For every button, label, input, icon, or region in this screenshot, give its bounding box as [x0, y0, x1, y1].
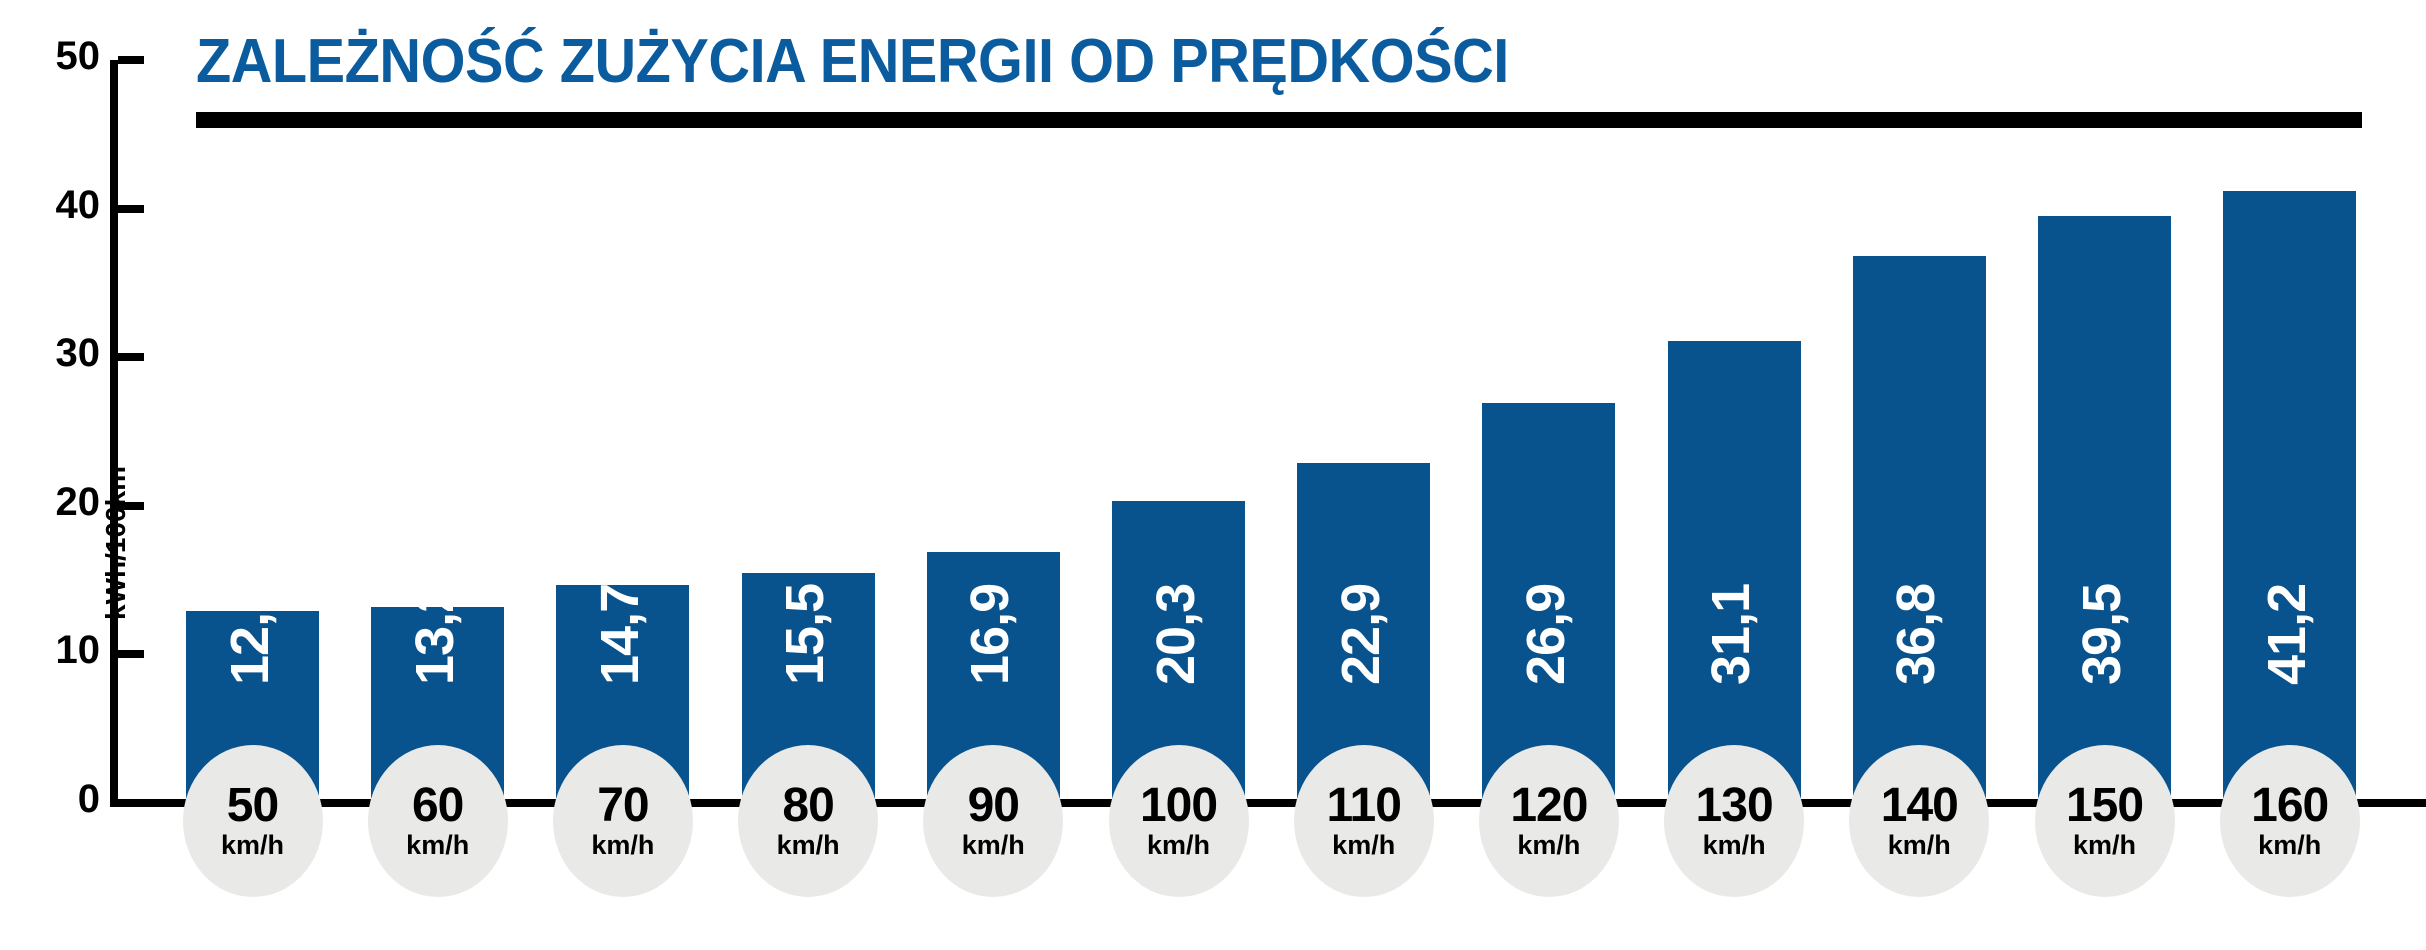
- y-axis-tick-label: 50: [55, 34, 101, 78]
- bar-value-label: 31,1: [1701, 583, 1762, 685]
- y-axis-tick: [118, 204, 144, 213]
- bubble-speed-value: 150: [2065, 778, 2144, 832]
- x-axis-speed-bubble[interactable]: 60 km/h: [367, 745, 508, 897]
- y-axis-tick: [118, 56, 144, 64]
- x-axis-speed-bubble[interactable]: 130 km/h: [1664, 745, 1805, 897]
- bubble-speed-value: 100: [1139, 778, 1218, 832]
- bubble-speed-unit: km/h: [1332, 829, 1396, 860]
- y-axis-tick-label: 20: [55, 479, 101, 524]
- bubble-speed-unit: km/h: [1702, 829, 1766, 860]
- y-axis-title: kWh/100km: [100, 465, 131, 620]
- bar[interactable]: 26,9: [1482, 403, 1616, 803]
- bar-value-label: 41,2: [2256, 583, 2317, 685]
- bubble-speed-value: 70: [597, 778, 649, 832]
- bubble-speed-value: 50: [226, 778, 279, 832]
- x-axis-speed-bubble[interactable]: 140 km/h: [1849, 745, 1990, 897]
- x-axis-speed-bubble[interactable]: 90 km/h: [923, 745, 1064, 897]
- y-axis-tick-label: 0: [77, 777, 100, 821]
- bubble-speed-value: 110: [1326, 778, 1401, 832]
- bubble-speed-unit: km/h: [406, 829, 470, 860]
- bubble-speed-unit: km/h: [776, 829, 840, 860]
- y-axis-tick: [118, 650, 144, 659]
- x-axis-speed-bubble[interactable]: 150 km/h: [2034, 745, 2175, 897]
- bar-value-label: 20,3: [1145, 583, 1206, 685]
- title-underline-rule: [196, 112, 2362, 128]
- bubble-speed-unit: km/h: [2072, 829, 2137, 860]
- x-axis-speed-bubble[interactable]: 70 km/h: [552, 745, 693, 897]
- bubble-speed-value: 60: [411, 778, 464, 832]
- y-axis-tick-label: 30: [55, 331, 101, 376]
- x-axis-speed-bubble[interactable]: 160 km/h: [2219, 745, 2360, 897]
- bubble-speed-value: 120: [1510, 778, 1588, 832]
- bar-value-label: 13,2: [404, 583, 465, 685]
- bubble-speed-value: 130: [1695, 778, 1774, 832]
- bar-value-label: 39,5: [2071, 583, 2132, 685]
- y-axis-tick: [118, 501, 144, 510]
- bar-value-label: 22,9: [1330, 583, 1391, 685]
- x-axis-line: [110, 799, 2426, 807]
- bar-value-label: 15,5: [775, 583, 836, 685]
- x-axis-speed-bubble[interactable]: 80 km/h: [738, 745, 879, 897]
- plot-area: kWh/100km 0 10 20 30 40 50 12,9 13,2 14,7 15,5 16…: [56, 36, 2426, 819]
- bar[interactable]: 31,1: [1667, 340, 1801, 803]
- x-axis-speed-bubble[interactable]: 110 km/h: [1293, 745, 1434, 897]
- bubble-speed-unit: km/h: [2258, 829, 2322, 860]
- bar-value-label: 14,7: [589, 583, 650, 685]
- bar-value-label: 26,9: [1515, 583, 1576, 685]
- bar[interactable]: 36,8: [1852, 256, 1986, 803]
- y-axis-line: [110, 60, 118, 805]
- bubble-speed-unit: km/h: [1887, 829, 1951, 860]
- bubble-speed-unit: km/h: [591, 829, 655, 860]
- bubble-speed-unit: km/h: [1517, 829, 1581, 860]
- bubble-speed-unit: km/h: [961, 829, 1025, 860]
- bubble-speed-unit: km/h: [220, 829, 285, 860]
- page-title: ZALEŻNOŚĆ ZUŻYCIA ENERGII OD PRĘDKOŚCI: [196, 27, 1509, 96]
- y-axis-tick: [118, 353, 144, 362]
- y-axis-tick-label: 10: [55, 628, 101, 673]
- bar[interactable]: 39,5: [2038, 216, 2171, 803]
- bar-value-label: 12,9: [219, 583, 280, 685]
- y-axis-tick-label: 40: [55, 182, 101, 227]
- bar-value-label: 16,9: [960, 583, 1021, 685]
- x-axis-speed-bubble[interactable]: 100 km/h: [1108, 745, 1249, 897]
- x-axis-speed-bubble[interactable]: 50 km/h: [182, 745, 323, 897]
- bubble-speed-value: 140: [1880, 778, 1959, 832]
- bar-value-label: 36,8: [1886, 583, 1947, 685]
- bar[interactable]: 41,2: [2223, 190, 2357, 803]
- bubble-speed-value: 80: [782, 778, 834, 832]
- bubble-speed-unit: km/h: [1146, 829, 1211, 860]
- bubble-speed-value: 90: [967, 778, 1020, 832]
- x-axis-speed-bubble[interactable]: 120 km/h: [1478, 745, 1619, 897]
- y-axis-tick: [118, 799, 144, 807]
- bubble-speed-value: 160: [2251, 778, 2329, 832]
